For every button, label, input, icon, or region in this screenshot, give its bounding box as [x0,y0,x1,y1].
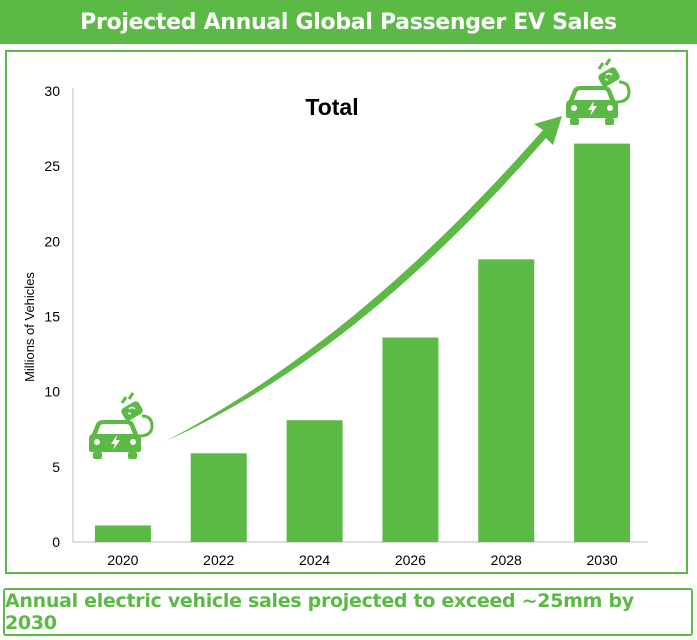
chart-area: 0 5 10 15 20 25 30 2020 2022 2024 2026 2028 2030 Mi… [22,57,648,568]
y-tick-label: 10 [44,384,60,400]
chart-title: Total [305,94,358,120]
y-axis-label: Millions of Vehicles [22,272,37,382]
bar-2024 [286,420,343,542]
chart-frame [5,50,688,574]
y-tick-label: 30 [44,83,60,99]
bar-2030 [574,143,631,542]
electric-car-icon [564,57,631,127]
y-tick-label: 25 [44,158,60,174]
x-tick-label: 2026 [395,552,426,568]
bar-2020 [94,525,151,542]
y-tick-label: 15 [44,309,60,325]
chart-banner-title: Projected Annual Global Passenger EV Sal… [0,0,697,44]
electric-car-icon [87,391,154,461]
x-tick-label: 2028 [491,552,522,568]
y-tick-label: 0 [52,534,60,550]
x-tick-label: 2024 [299,552,330,568]
bar-2028 [478,259,535,542]
x-tick-label: 2022 [203,552,234,568]
bar-2022 [190,453,247,542]
bar-2026 [382,337,439,542]
x-tick-label: 2030 [587,552,618,568]
x-tick-label: 2020 [107,552,138,568]
y-tick-label: 20 [44,233,60,249]
footer-callout: Annual electric vehicle sales projected … [3,588,693,636]
y-tick-label: 5 [52,459,60,475]
bar-chart: 0 5 10 15 20 25 30 2020 2022 2024 2026 2028 2030 Mi… [22,57,648,568]
